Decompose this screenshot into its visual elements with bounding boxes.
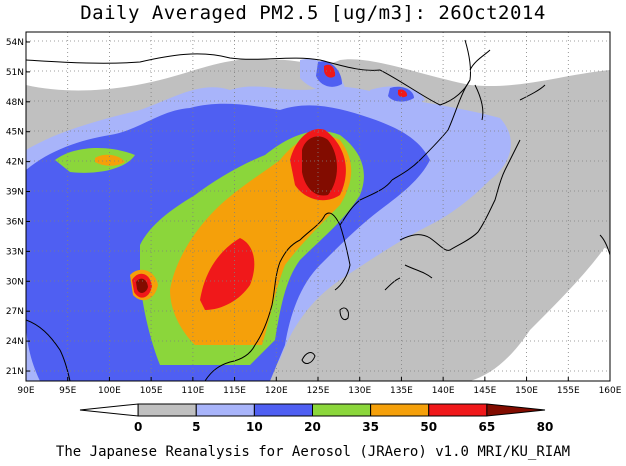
lon-tick-label: 125E (307, 386, 330, 396)
colorbar-label: 10 (246, 420, 263, 434)
lat-tick-label: 30N (6, 277, 24, 287)
colorbar-segment (428, 403, 488, 417)
contour-5-10-c (380, 307, 450, 351)
lat-tick-label: 54N (6, 38, 24, 48)
lon-tick-label: 95E (59, 386, 76, 396)
colorbar-label: 50 (420, 420, 437, 434)
credit-text: The Japanese Reanalysis for Aerosol (JRA… (55, 444, 571, 460)
lat-tick-label: 51N (6, 68, 24, 78)
contour-80-plus-b (136, 278, 148, 293)
contour-65-80-d (324, 64, 336, 78)
colorbar-label: 20 (304, 420, 321, 434)
lat-tick-label: 48N (6, 98, 24, 108)
lon-tick-label: 110E (181, 386, 204, 396)
colorbar-label: 80 (537, 420, 554, 434)
lat-tick-label: 33N (6, 247, 24, 257)
colorbar-segment (486, 403, 546, 417)
coastlines (26, 39, 610, 381)
contour-5-10-b (559, 155, 610, 250)
lon-tick-label: 160E (599, 386, 622, 396)
map-title: Daily Averaged PM2.5 [ug/m3]: 26Oct2014 (80, 2, 546, 24)
colorbar-label: 65 (479, 420, 496, 434)
lon-tick-label: 90E (17, 386, 34, 396)
lat-tick-label: 24N (6, 337, 24, 347)
lon-tick-label: 155E (557, 386, 580, 396)
lat-tick-label: 42N (6, 158, 24, 168)
lon-tick-label: 135E (390, 386, 413, 396)
lat-tick-label: 39N (6, 188, 24, 198)
colorbar-segment (253, 403, 313, 417)
colorbar-label: 35 (362, 420, 379, 434)
lon-tick-label: 115E (223, 386, 246, 396)
contour-65-80-e (397, 89, 408, 98)
contour-80-plus (302, 136, 337, 196)
lon-tick-label: 145E (473, 386, 496, 396)
gridlines (26, 32, 610, 381)
colorbar-segment (370, 403, 430, 417)
lat-tick-label: 27N (6, 307, 24, 317)
colorbar: 0 5 10 20 35 50 65 80 (79, 403, 554, 434)
lon-tick-label: 150E (515, 386, 538, 396)
colorbar-label: 5 (192, 420, 200, 434)
colorbar-segment (195, 403, 255, 417)
lat-axis: 21N 24N 27N 30N 33N 36N 39N 42N 45N 48N 51N 54N (6, 38, 30, 377)
lon-axis: 90E 95E 100E 105E 110E 115E 120E 125E 130E 135E 14… (17, 377, 622, 396)
contour-50-65-c (95, 154, 125, 166)
lat-tick-label: 45N (6, 128, 24, 138)
colorbar-segment (137, 403, 197, 417)
contour-65-80 (200, 238, 255, 310)
pm25-contours (26, 39, 610, 381)
lon-tick-label: 120E (265, 386, 288, 396)
lat-tick-label: 21N (6, 367, 24, 377)
lon-tick-label: 105E (140, 386, 163, 396)
lon-tick-label: 130E (348, 386, 371, 396)
lat-tick-label: 36N (6, 217, 24, 227)
colorbar-segment (312, 403, 372, 417)
colorbar-segment (79, 403, 139, 417)
lon-tick-label: 140E (432, 386, 455, 396)
colorbar-label: 0 (134, 420, 142, 434)
lon-tick-label: 100E (98, 386, 121, 396)
